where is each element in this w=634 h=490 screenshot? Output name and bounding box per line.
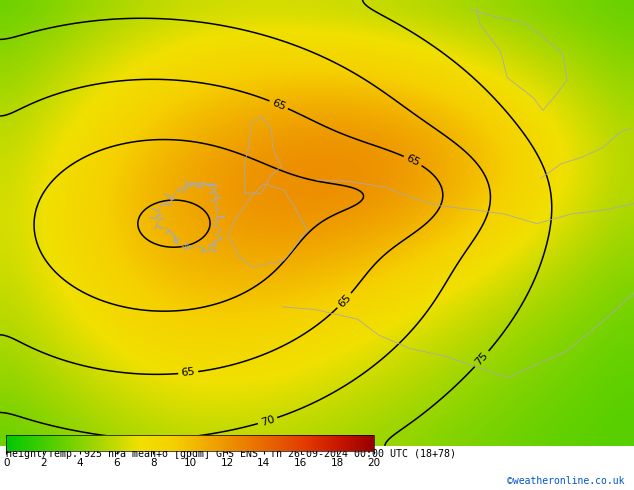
Text: 65: 65	[404, 153, 422, 169]
Text: ©weatheronline.co.uk: ©weatheronline.co.uk	[507, 476, 624, 486]
Text: 75: 75	[474, 350, 491, 367]
Text: 65: 65	[181, 367, 196, 378]
Text: 65: 65	[336, 292, 353, 309]
Text: 70: 70	[259, 414, 276, 428]
Text: 65: 65	[270, 98, 287, 112]
Text: Height/Temp. 925 hPa mean+σ [gpdm] GFS ENS  Th 26-09-2024 00:00 UTC (18+78): Height/Temp. 925 hPa mean+σ [gpdm] GFS E…	[6, 449, 456, 460]
